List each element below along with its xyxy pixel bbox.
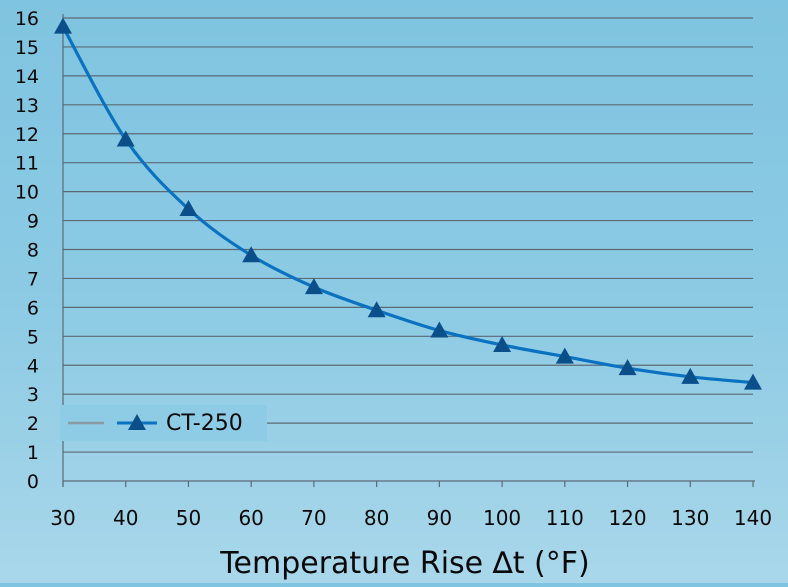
legend-label: CT-250 bbox=[166, 411, 243, 436]
x-tick-label: 30 bbox=[50, 506, 75, 530]
y-tick-label: 16 bbox=[15, 8, 39, 30]
data-point-marker bbox=[744, 373, 762, 390]
y-tick-label: 9 bbox=[27, 211, 39, 233]
data-point-marker bbox=[681, 367, 700, 384]
data-point-marker bbox=[367, 301, 386, 318]
data-point-marker bbox=[54, 17, 72, 34]
y-tick-label: 0 bbox=[27, 471, 39, 493]
x-tick-label: 60 bbox=[238, 506, 263, 530]
data-point-marker bbox=[242, 246, 261, 263]
y-tick-label: 3 bbox=[27, 384, 39, 406]
y-tick-label: 15 bbox=[15, 37, 39, 59]
x-tick-label: 110 bbox=[546, 506, 584, 530]
data-point-marker bbox=[555, 347, 574, 364]
data-point-marker bbox=[304, 278, 323, 295]
y-tick-label: 12 bbox=[15, 124, 39, 146]
x-tick-label: 50 bbox=[176, 506, 201, 530]
legend: CT-250 bbox=[60, 405, 267, 441]
grid-lines bbox=[63, 17, 753, 453]
y-tick-label: 2 bbox=[27, 413, 39, 435]
y-tick-label: 1 bbox=[27, 442, 39, 464]
x-tick-label: 90 bbox=[427, 506, 452, 530]
y-tick-label: 8 bbox=[27, 240, 39, 262]
x-tick-label: 130 bbox=[671, 506, 709, 530]
y-tick-label: 4 bbox=[27, 355, 39, 377]
series-group bbox=[54, 17, 762, 390]
data-point-marker bbox=[179, 199, 198, 216]
x-tick-label: 70 bbox=[301, 506, 326, 530]
x-tick-label: 100 bbox=[483, 506, 521, 530]
series-line bbox=[61, 25, 754, 385]
x-tick-labels: 30 40 50 60 70 80 90 100 110 120 130 140 bbox=[50, 506, 772, 530]
x-tick-label: 40 bbox=[113, 506, 138, 530]
y-tick-label: 13 bbox=[15, 95, 39, 117]
y-tick-label: 7 bbox=[27, 268, 39, 290]
y-tick-label: 10 bbox=[15, 182, 39, 204]
x-axis-title: Temperature Rise ∆t (°F) bbox=[219, 546, 589, 581]
data-point-marker bbox=[493, 335, 512, 352]
data-point-marker bbox=[430, 321, 449, 338]
data-point-marker bbox=[618, 359, 637, 376]
y-tick-label: 5 bbox=[27, 326, 39, 348]
y-tick-label: 6 bbox=[27, 297, 39, 319]
x-tick-label: 80 bbox=[364, 506, 389, 530]
x-tick-label: 140 bbox=[734, 506, 772, 530]
data-point-marker bbox=[116, 130, 135, 147]
y-tick-label: 11 bbox=[15, 153, 39, 175]
legend-marker-triangle-icon bbox=[128, 414, 146, 430]
x-tick-label: 120 bbox=[608, 506, 646, 530]
y-tick-label: 14 bbox=[15, 66, 39, 88]
